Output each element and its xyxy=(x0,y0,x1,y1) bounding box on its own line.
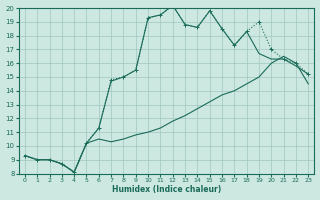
X-axis label: Humidex (Indice chaleur): Humidex (Indice chaleur) xyxy=(112,185,221,194)
